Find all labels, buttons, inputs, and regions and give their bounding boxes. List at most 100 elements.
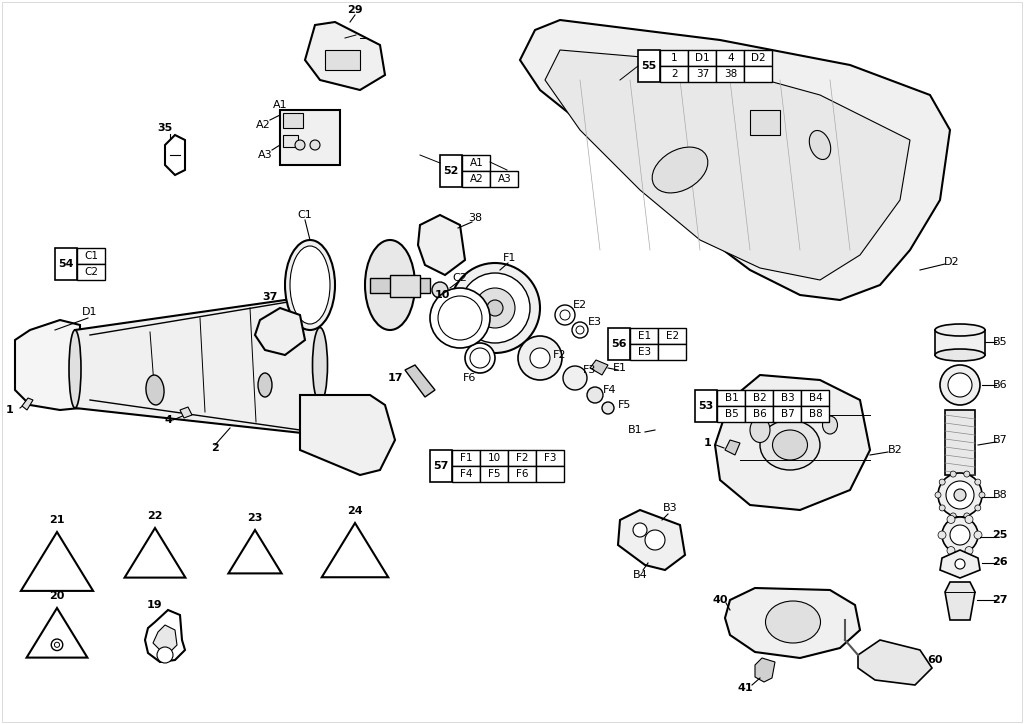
Ellipse shape	[312, 327, 328, 403]
Bar	[638, 50, 660, 82]
Text: 38: 38	[724, 69, 737, 79]
Polygon shape	[858, 640, 932, 685]
Bar	[935, 330, 985, 355]
Bar	[688, 66, 717, 82]
Ellipse shape	[146, 375, 164, 405]
Text: 56: 56	[611, 339, 627, 349]
Ellipse shape	[809, 130, 830, 159]
Bar	[537, 466, 564, 482]
Text: F4: F4	[603, 385, 616, 395]
Bar	[55, 248, 78, 280]
Circle shape	[460, 273, 530, 343]
Polygon shape	[305, 22, 385, 90]
Text: F6: F6	[516, 469, 528, 479]
Circle shape	[602, 402, 614, 414]
Text: F1: F1	[504, 253, 517, 263]
Text: 38: 38	[468, 213, 482, 223]
Circle shape	[560, 310, 570, 320]
Bar	[717, 50, 744, 66]
Circle shape	[310, 140, 319, 150]
Bar	[658, 344, 686, 360]
Polygon shape	[300, 395, 395, 475]
Bar	[370, 278, 430, 293]
Text: 53: 53	[698, 401, 714, 411]
Circle shape	[470, 348, 490, 368]
Bar	[537, 450, 564, 466]
Text: F4: F4	[460, 469, 473, 479]
Ellipse shape	[760, 420, 820, 470]
Polygon shape	[255, 308, 305, 355]
Circle shape	[157, 647, 173, 663]
Circle shape	[530, 348, 550, 368]
Circle shape	[430, 288, 490, 348]
Text: F5: F5	[488, 469, 501, 479]
Bar	[453, 450, 480, 466]
Bar	[695, 390, 718, 422]
Ellipse shape	[766, 601, 820, 643]
Circle shape	[54, 642, 59, 647]
Circle shape	[939, 505, 945, 511]
Circle shape	[51, 639, 62, 651]
Text: C1: C1	[298, 210, 312, 220]
Polygon shape	[940, 550, 980, 578]
Bar	[718, 406, 745, 422]
Polygon shape	[545, 50, 910, 280]
Text: E2: E2	[666, 331, 679, 341]
Polygon shape	[228, 530, 282, 573]
Bar	[283, 113, 303, 128]
Bar	[480, 466, 508, 482]
Circle shape	[974, 531, 982, 539]
Circle shape	[563, 366, 587, 390]
Circle shape	[935, 492, 941, 498]
Circle shape	[948, 373, 972, 397]
Bar	[78, 248, 105, 264]
Ellipse shape	[258, 373, 272, 397]
Text: B2: B2	[888, 445, 902, 455]
Circle shape	[475, 288, 515, 328]
Ellipse shape	[750, 418, 770, 442]
Bar	[773, 390, 802, 406]
Circle shape	[975, 505, 981, 511]
Bar	[453, 466, 480, 482]
Text: E3: E3	[638, 347, 651, 357]
Bar	[717, 66, 744, 82]
Polygon shape	[145, 610, 185, 662]
Circle shape	[947, 515, 955, 523]
Polygon shape	[715, 375, 870, 510]
Circle shape	[450, 263, 540, 353]
Text: 55: 55	[642, 61, 656, 71]
Bar	[745, 390, 773, 406]
Ellipse shape	[365, 240, 415, 330]
Text: A1: A1	[272, 100, 288, 110]
Ellipse shape	[69, 330, 81, 408]
Bar	[802, 406, 829, 422]
Circle shape	[633, 523, 647, 537]
Bar	[463, 171, 490, 187]
Bar	[480, 450, 508, 466]
Text: 1: 1	[705, 438, 712, 448]
Text: 27: 27	[992, 595, 1008, 605]
Bar	[945, 410, 975, 475]
Text: E1: E1	[613, 363, 627, 373]
Circle shape	[518, 336, 562, 380]
Bar	[660, 66, 688, 82]
Text: B6: B6	[753, 409, 766, 419]
Circle shape	[965, 515, 973, 523]
Bar	[325, 50, 360, 70]
Bar	[508, 450, 537, 466]
Text: 22: 22	[147, 511, 163, 521]
Bar	[802, 390, 829, 406]
Text: 19: 19	[147, 600, 163, 610]
Circle shape	[295, 140, 305, 150]
Circle shape	[465, 343, 495, 373]
Polygon shape	[418, 215, 465, 275]
Circle shape	[950, 513, 956, 519]
Text: F3: F3	[544, 453, 557, 463]
Ellipse shape	[772, 430, 808, 460]
Ellipse shape	[290, 246, 330, 324]
Bar	[688, 50, 717, 66]
Polygon shape	[20, 532, 93, 591]
Text: 57: 57	[433, 461, 449, 471]
Circle shape	[950, 471, 956, 477]
Text: C1: C1	[84, 251, 98, 261]
